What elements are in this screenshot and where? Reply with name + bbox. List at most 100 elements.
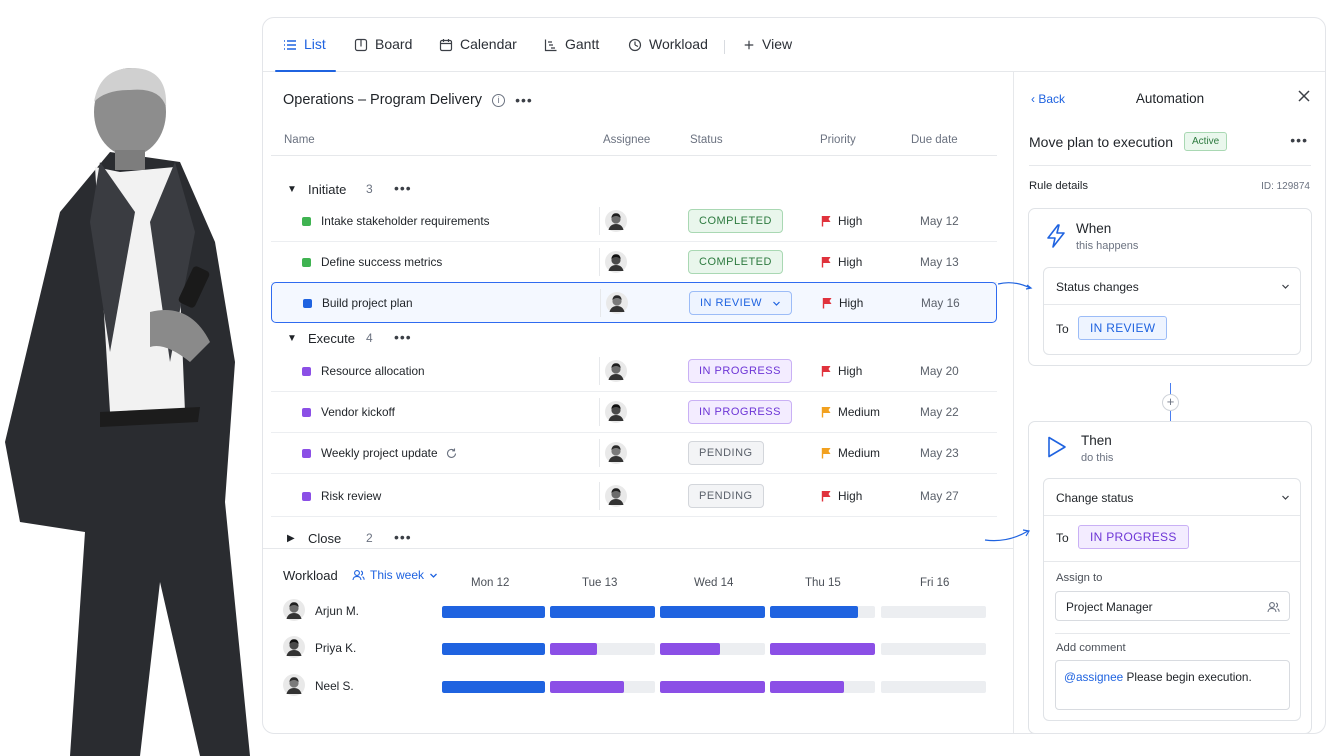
status-pill[interactable]: IN PROGRESS <box>688 359 792 383</box>
status-label: IN PROGRESS <box>699 406 781 418</box>
column-header-name[interactable]: Name <box>284 134 315 146</box>
task-name: Resource allocation <box>321 364 425 378</box>
workload-bar[interactable] <box>660 681 765 693</box>
assign-field[interactable]: Project Manager <box>1055 591 1290 621</box>
back-button[interactable]: ‹ Back <box>1031 92 1066 106</box>
status-label: PENDING <box>699 447 753 459</box>
project-more-icon[interactable]: ••• <box>515 92 533 108</box>
trigger-select[interactable]: Status changes <box>1044 268 1300 305</box>
action-block: Change status To IN PROGRESS Assign to P… <box>1043 478 1301 721</box>
status-pill[interactable]: COMPLETED <box>688 250 783 274</box>
avatar[interactable] <box>605 360 627 382</box>
table-row[interactable]: Resource allocation IN PROGRESS High May… <box>271 351 997 392</box>
trigger-status-pill[interactable]: IN REVIEW <box>1078 316 1168 340</box>
people-icon <box>1267 602 1280 613</box>
group-header[interactable]: ▶ Close 2 ••• <box>263 522 563 554</box>
workload-bar[interactable] <box>442 681 545 693</box>
avatar[interactable] <box>283 674 305 696</box>
comment-field[interactable]: @assignee Please begin execution. <box>1055 660 1290 710</box>
caret-down-icon[interactable]: ▼ <box>287 332 297 344</box>
workload-bar[interactable] <box>770 681 875 693</box>
workload-bar[interactable] <box>660 643 765 655</box>
avatar[interactable] <box>605 442 627 464</box>
tab-board[interactable]: Board <box>354 36 412 72</box>
then-title: Then <box>1081 433 1112 448</box>
workload-bar[interactable] <box>442 606 545 618</box>
assign-label: Assign to <box>1056 572 1103 584</box>
trigger-value: Status changes <box>1056 280 1139 294</box>
workload-icon <box>628 38 642 52</box>
group-header[interactable]: ▼ Initiate 3 ••• <box>263 173 563 205</box>
workload-bar[interactable] <box>881 681 986 693</box>
caret-down-icon[interactable]: ▼ <box>287 183 297 195</box>
person-name: Arjun M. <box>315 604 359 618</box>
status-pill[interactable]: COMPLETED <box>688 209 783 233</box>
workload-bar[interactable] <box>660 606 765 618</box>
column-header-status[interactable]: Status <box>690 134 723 146</box>
workload-bar[interactable] <box>550 643 655 655</box>
add-view-button[interactable]: View <box>743 36 792 72</box>
tab-gantt[interactable]: Gantt <box>544 36 599 72</box>
avatar[interactable] <box>605 251 627 273</box>
group-more-icon[interactable]: ••• <box>394 180 412 196</box>
close-icon[interactable] <box>1296 88 1312 104</box>
avatar[interactable] <box>283 599 305 621</box>
workload-bar[interactable] <box>881 643 986 655</box>
action-select[interactable]: Change status <box>1044 479 1300 516</box>
divider <box>599 357 600 385</box>
avatar[interactable] <box>605 401 627 423</box>
status-pill[interactable]: IN PROGRESS <box>688 400 792 424</box>
info-icon[interactable]: i <box>492 93 506 107</box>
workload-bar[interactable] <box>442 643 545 655</box>
group-more-icon[interactable]: ••• <box>394 529 412 545</box>
avatar[interactable] <box>283 636 305 658</box>
column-header-due[interactable]: Due date <box>911 134 958 146</box>
table-row[interactable]: Define success metrics COMPLETED High Ma… <box>271 242 997 283</box>
status-pill[interactable]: PENDING <box>688 441 764 465</box>
tab-list[interactable]: List <box>275 36 336 72</box>
to-label: To <box>1056 531 1069 545</box>
column-header-priority[interactable]: Priority <box>820 134 856 146</box>
task-name-cell: Resource allocation <box>321 364 425 378</box>
avatar[interactable] <box>606 292 628 314</box>
workload-range-select[interactable]: This week <box>352 568 438 582</box>
board-icon <box>354 38 368 52</box>
action-status-pill[interactable]: IN PROGRESS <box>1078 525 1189 549</box>
rule-more-icon[interactable]: ••• <box>1290 132 1308 148</box>
avatar[interactable] <box>605 210 627 232</box>
workload-bar[interactable] <box>550 606 655 618</box>
add-step-button[interactable]: + <box>1162 394 1179 411</box>
person-name: Priya K. <box>315 641 357 655</box>
due-date: May 16 <box>921 296 960 310</box>
workload-bar[interactable] <box>770 643 875 655</box>
status-badge: Active <box>1184 132 1228 151</box>
group-more-icon[interactable]: ••• <box>394 329 412 345</box>
tab-calendar[interactable]: Calendar <box>439 36 517 72</box>
workload-bar[interactable] <box>550 681 655 693</box>
table-row[interactable]: Risk review PENDING High May 27 <box>271 476 997 517</box>
table-row[interactable]: Weekly project update PENDING Medium May… <box>271 433 997 474</box>
priority-label: High <box>838 255 863 269</box>
arrow-when-icon <box>997 282 1033 290</box>
group-header[interactable]: ▼ Execute 4 ••• <box>263 322 563 354</box>
priority-label: High <box>838 364 863 378</box>
status-label: COMPLETED <box>699 256 772 268</box>
column-header-assignee[interactable]: Assignee <box>603 134 651 146</box>
task-name: Define success metrics <box>321 255 443 269</box>
status-pill[interactable]: PENDING <box>688 484 764 508</box>
due-date: May 12 <box>920 214 959 228</box>
task-name: Intake stakeholder requirements <box>321 214 490 228</box>
back-label: Back <box>1038 92 1066 106</box>
avatar[interactable] <box>605 485 627 507</box>
table-row[interactable]: Intake stakeholder requirements COMPLETE… <box>271 201 997 242</box>
workload-bar[interactable] <box>770 606 875 618</box>
table-row[interactable]: Build project plan IN REVIEW High May 16 <box>271 282 997 323</box>
comment-mention: @assignee <box>1064 670 1124 684</box>
people-icon <box>352 570 365 581</box>
status-pill[interactable]: IN REVIEW <box>689 291 792 315</box>
caret-right-icon[interactable]: ▶ <box>287 532 295 544</box>
workload-bar[interactable] <box>881 606 986 618</box>
divider <box>1044 561 1300 562</box>
table-row[interactable]: Vendor kickoff IN PROGRESS Medium May 22 <box>271 392 997 433</box>
tab-workload[interactable]: Workload <box>628 36 708 72</box>
